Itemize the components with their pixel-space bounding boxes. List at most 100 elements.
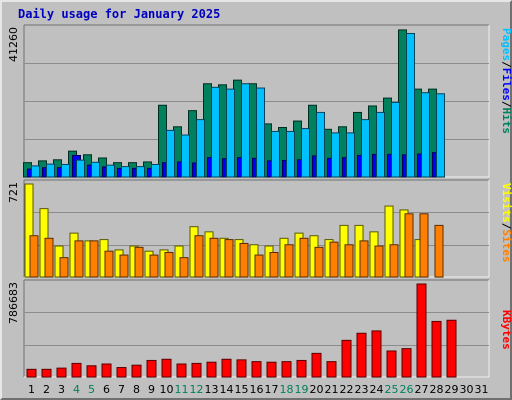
bar-sites-day-19 [299, 237, 309, 278]
panel-pages-files-hits: 41260 Pages/Files/Hits [7, 24, 512, 178]
y-max-tick-label: 721 [7, 182, 20, 203]
day-label-5: 5 [88, 383, 95, 396]
bar-sites-day-17 [269, 251, 279, 278]
bar-kbytes-day-19 [296, 359, 307, 378]
day-label-23: 23 [355, 383, 369, 396]
bar-pages-day-14 [226, 88, 235, 178]
day-label-4: 4 [73, 383, 80, 396]
legend-pages-files-hits: Pages/Files/Hits [500, 28, 512, 134]
bar-pages-day-15 [241, 83, 250, 178]
bar-sites-day-22 [344, 244, 354, 278]
bar-pages-day-1 [31, 165, 40, 178]
day-label-13: 13 [205, 383, 219, 396]
bar-kbytes-day-17 [266, 361, 277, 378]
bar-sites-day-13 [209, 237, 219, 278]
legend-item-kbytes: KBytes [500, 310, 512, 350]
day-label-11: 11 [175, 383, 189, 396]
day-label-16: 16 [250, 383, 264, 396]
day-label-2: 2 [43, 383, 50, 396]
legend-item-files: Files [500, 68, 512, 101]
bar-pages-day-21 [331, 132, 340, 178]
bar-sites-day-27 [419, 213, 429, 278]
legend-item-separator: / [500, 61, 512, 68]
legend-kbytes: KBytes [500, 310, 512, 350]
bar-sites-day-28 [434, 224, 444, 278]
bar-sites-day-23 [359, 240, 369, 278]
bar-kbytes-day-11 [176, 363, 187, 378]
bar-sites-day-16 [254, 254, 264, 278]
bar-pages-day-13 [211, 86, 220, 178]
bar-kbytes-day-3 [56, 367, 67, 378]
bar-kbytes-day-18 [281, 361, 292, 378]
day-label-31: 31 [475, 383, 489, 396]
bar-visits-day-1 [24, 183, 34, 278]
legend-item-hits: Hits [500, 108, 512, 135]
bar-sites-day-7 [119, 254, 129, 278]
bar-sites-day-15 [239, 242, 249, 278]
bar-kbytes-day-28 [431, 320, 442, 378]
day-label-10: 10 [160, 383, 174, 396]
bar-kbytes-day-14 [221, 358, 232, 378]
day-label-9: 9 [148, 383, 155, 396]
bar-pages-day-27 [421, 92, 430, 178]
panel-visits-sites: 721 Visits/Sites [7, 179, 512, 278]
bar-sites-day-14 [224, 239, 234, 278]
day-label-14: 14 [220, 383, 234, 396]
bar-kbytes-day-20 [311, 352, 322, 378]
bar-sites-day-4 [74, 240, 84, 278]
y-max-tick-label: 786683 [7, 282, 20, 324]
bar-kbytes-day-13 [206, 361, 217, 378]
bar-sites-day-21 [329, 241, 339, 278]
legend-item-pages: Pages [500, 28, 512, 61]
day-label-21: 21 [325, 383, 339, 396]
bar-sites-day-10 [164, 251, 174, 278]
day-label-8: 8 [133, 383, 140, 396]
day-label-30: 30 [460, 383, 474, 396]
bar-pages-day-16 [256, 87, 265, 178]
bar-kbytes-day-16 [251, 361, 262, 378]
y-max-tick-label: 41260 [7, 27, 20, 62]
day-label-24: 24 [370, 383, 384, 396]
bar-pages-day-28 [436, 93, 445, 178]
bar-kbytes-day-2 [41, 368, 52, 378]
chart-title: Daily usage for January 2025 [18, 7, 221, 21]
bar-sites-day-9 [149, 254, 159, 278]
day-label-25: 25 [385, 383, 399, 396]
bar-sites-day-5 [89, 240, 99, 278]
bar-visits-day-25 [384, 205, 394, 278]
day-label-15: 15 [235, 383, 249, 396]
bar-pages-day-12 [196, 119, 205, 178]
bar-pages-day-11 [181, 134, 190, 178]
bar-kbytes-day-24 [371, 330, 382, 378]
bar-kbytes-day-4 [71, 362, 82, 378]
day-label-28: 28 [430, 383, 444, 396]
bar-pages-day-20 [316, 111, 325, 178]
bar-sites-day-3 [59, 257, 69, 278]
bar-kbytes-day-25 [386, 350, 397, 378]
bar-sites-day-26 [404, 213, 414, 278]
bar-sites-day-18 [284, 244, 294, 278]
bar-pages-day-4 [76, 159, 85, 178]
bar-sites-day-24 [374, 245, 384, 278]
bar-kbytes-day-5 [86, 365, 97, 378]
bar-pages-day-2 [46, 163, 55, 178]
bar-kbytes-day-10 [161, 358, 172, 378]
bar-kbytes-day-26 [401, 348, 412, 378]
day-label-1: 1 [28, 383, 35, 396]
day-label-20: 20 [310, 383, 324, 396]
bar-pages-day-25 [391, 101, 400, 178]
day-label-6: 6 [103, 383, 110, 396]
day-label-19: 19 [295, 383, 309, 396]
legend-item-separator: / [500, 223, 512, 230]
bar-kbytes-day-27 [416, 283, 427, 378]
bar-kbytes-day-6 [101, 363, 112, 378]
legend-visits-sites: Visits/Sites [500, 183, 512, 263]
day-labels: 1 2 3 4 5 6 7 8 9 10 11 12 13 14 15 16 17 18 19 20 21 22 23 24 2… [28, 383, 489, 396]
day-label-3: 3 [58, 383, 65, 396]
bar-kbytes-day-15 [236, 359, 247, 378]
day-label-29: 29 [445, 383, 459, 396]
bar-pages-day-5 [91, 161, 100, 178]
day-label-17: 17 [265, 383, 279, 396]
bar-sites-day-1 [29, 235, 39, 278]
